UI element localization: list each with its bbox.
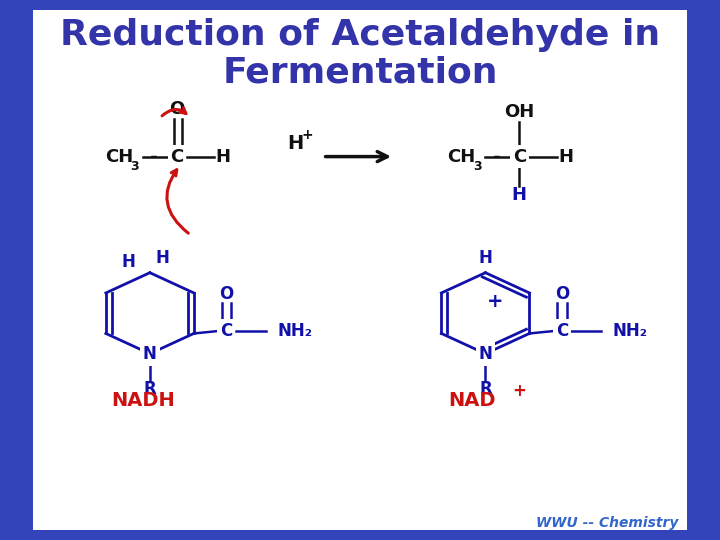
- Text: O: O: [555, 285, 569, 303]
- Text: R: R: [479, 380, 492, 398]
- Text: OH: OH: [504, 103, 534, 122]
- Text: C: C: [171, 147, 184, 166]
- Text: H: H: [479, 248, 492, 267]
- Text: CH: CH: [105, 147, 133, 166]
- Text: H: H: [512, 186, 527, 205]
- Text: +: +: [301, 128, 313, 142]
- Text: N: N: [479, 345, 492, 363]
- Text: +: +: [513, 382, 526, 401]
- Text: CH: CH: [448, 147, 476, 166]
- Text: -: -: [487, 147, 500, 166]
- Text: Reduction of Acetaldehyde in: Reduction of Acetaldehyde in: [60, 18, 660, 52]
- Text: 3: 3: [130, 160, 139, 173]
- Text: N: N: [143, 345, 157, 363]
- Text: O: O: [169, 100, 184, 118]
- Text: 3: 3: [473, 160, 482, 173]
- Text: NH₂: NH₂: [613, 322, 648, 340]
- Text: H: H: [215, 147, 230, 166]
- Text: -: -: [144, 147, 158, 166]
- Text: C: C: [556, 322, 568, 340]
- Text: O: O: [220, 285, 233, 303]
- Text: NH₂: NH₂: [277, 322, 312, 340]
- Text: +: +: [487, 292, 504, 311]
- Text: H: H: [155, 248, 169, 267]
- Text: NAD: NAD: [448, 391, 495, 410]
- FancyBboxPatch shape: [33, 10, 687, 530]
- Text: Fermentation: Fermentation: [222, 56, 498, 90]
- Text: WWU -- Chemistry: WWU -- Chemistry: [536, 516, 679, 530]
- Text: C: C: [220, 322, 233, 340]
- Text: H: H: [121, 253, 135, 271]
- Text: NADH: NADH: [111, 391, 175, 410]
- Text: R: R: [143, 380, 156, 398]
- Text: H: H: [287, 133, 304, 153]
- Text: C: C: [513, 147, 526, 166]
- Text: H: H: [558, 147, 573, 166]
